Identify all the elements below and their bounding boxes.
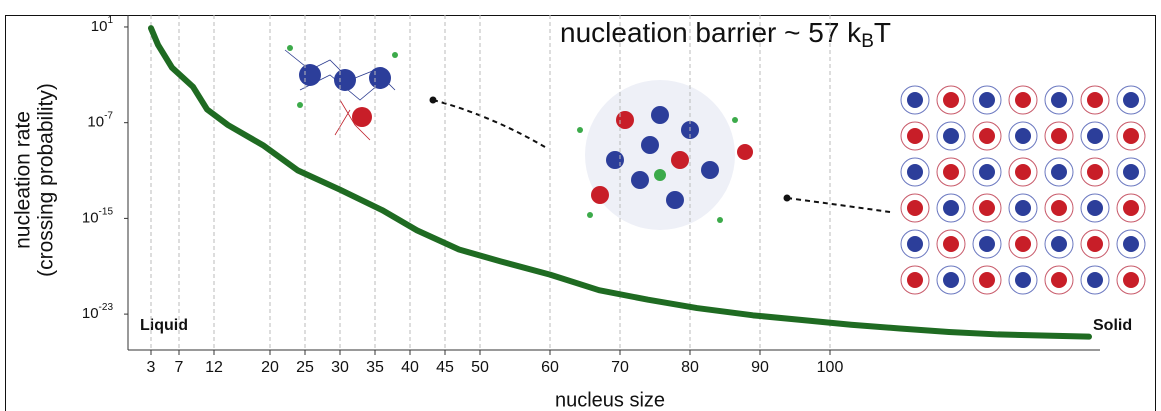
molecule-illustrations [284,45,1146,295]
crystal [900,85,1146,295]
x-tick-label: 25 [296,359,314,376]
y-tick-exponent: -7 [104,110,113,121]
x-tick-label: 35 [366,359,384,376]
arrow-start [429,96,437,104]
y-tick-label: 10-23 [82,302,114,322]
x-axis-label: nucleus size [555,389,665,411]
x-tick-label: 90 [751,359,769,376]
y-tick-exponent: -23 [99,302,114,313]
y-tick-base: 10 [91,18,108,35]
y-tick-exponent: 1 [107,15,113,26]
x-tick-label: 12 [205,359,223,376]
arrow-start [783,194,791,202]
medium-cluster [577,80,753,230]
data-line [148,25,1092,340]
y-tick-label: 101 [91,15,114,35]
y-tick-label: 10-15 [82,206,114,226]
annotation: Solid [1093,317,1132,334]
x-tick-label: 30 [331,359,349,376]
arrow [786,197,891,213]
y-tick-base: 10 [87,114,104,131]
x-tick-label: 70 [611,359,629,376]
y-tick-exponent: -15 [99,206,114,217]
y-tick-base: 10 [82,209,99,226]
x-tick-label: 40 [401,359,419,376]
y-tick-label: 10-7 [87,110,113,130]
x-tick-label: 20 [261,359,279,376]
y-axis-label: nucleation rate [12,111,35,249]
x-tick-label: 45 [436,359,454,376]
y-tick-base: 10 [82,305,99,322]
x-tick-label: 80 [681,359,699,376]
x-tick-label: 100 [817,359,844,376]
x-tick-label: 3 [147,359,156,376]
frame [5,15,1156,411]
y-axis-label: (crossing probability) [35,83,58,277]
small-cluster [284,45,398,141]
arrow [432,99,546,148]
annotation: Liquid [140,317,188,334]
x-tick-label: 50 [471,359,489,376]
chart-title: nucleation barrier ~ 57 kBT [560,17,891,52]
x-tick-label: 60 [541,359,559,376]
x-tick-label: 7 [175,359,184,376]
